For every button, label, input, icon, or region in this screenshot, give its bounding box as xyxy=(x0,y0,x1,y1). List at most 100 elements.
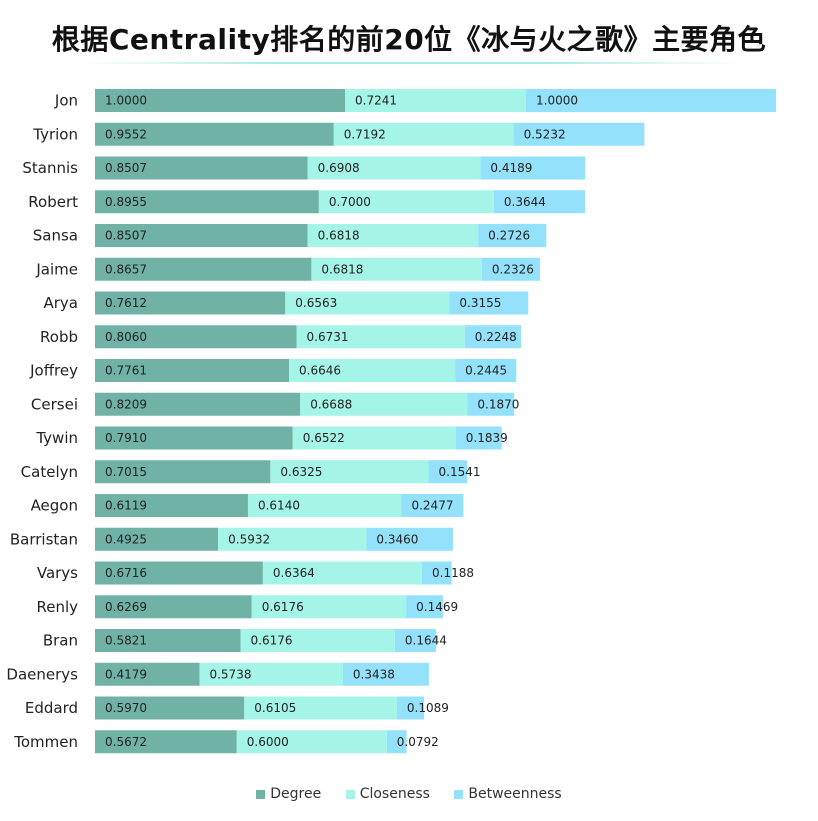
bar-degree-sansa[interactable] xyxy=(95,224,308,247)
bar-degree-aegon[interactable] xyxy=(95,494,248,517)
value-label-degree-jon: 1.0000 xyxy=(105,94,147,108)
bar-degree-joffrey[interactable] xyxy=(95,359,290,382)
value-label-betweenness-varys: 0.1188 xyxy=(432,566,474,580)
bar-degree-tywin[interactable] xyxy=(95,426,293,450)
value-label-betweenness-tyrion: 0.5232 xyxy=(524,127,566,141)
value-label-betweenness-arya: 0.3155 xyxy=(459,296,501,310)
bar-betweenness-daenerys[interactable] xyxy=(342,662,429,686)
value-label-closeness-jon: 0.7241 xyxy=(355,94,397,108)
bar-betweenness-tommen[interactable] xyxy=(386,730,407,754)
bar-degree-barristan[interactable] xyxy=(95,527,219,551)
bar-betweenness-renly[interactable] xyxy=(406,595,443,619)
bar-closeness-aegon[interactable] xyxy=(247,494,402,517)
bar-closeness-jaime[interactable] xyxy=(311,257,482,281)
labels-layer: Jon 1.0000 0.7241 1.0000 Tyrion 0.9552 0.7192 0… xyxy=(6,92,578,751)
value-label-closeness-tywin: 0.6522 xyxy=(303,431,345,445)
value-label-degree-sansa: 0.8507 xyxy=(105,229,147,243)
bar-closeness-cersei[interactable] xyxy=(300,392,468,416)
legend-label-closeness: Closeness xyxy=(359,786,430,802)
category-label-tywin: Tywin xyxy=(35,429,78,447)
bar-degree-jon[interactable] xyxy=(95,89,345,112)
bar-betweenness-robb[interactable] xyxy=(464,325,521,349)
legend-item-degree[interactable]: Degree xyxy=(256,786,321,802)
bar-closeness-eddard[interactable] xyxy=(244,696,397,720)
value-label-betweenness-barristan: 0.3460 xyxy=(376,532,418,546)
bar-closeness-catelyn[interactable] xyxy=(270,460,429,484)
bar-degree-arya[interactable] xyxy=(95,291,286,315)
bar-closeness-arya[interactable] xyxy=(285,291,450,315)
category-label-tommen: Tommen xyxy=(13,733,78,751)
bar-closeness-bran[interactable] xyxy=(240,629,395,652)
bar-degree-cersei[interactable] xyxy=(95,392,301,416)
bar-betweenness-catelyn[interactable] xyxy=(428,460,468,484)
bar-betweenness-tyrion[interactable] xyxy=(513,122,645,146)
bar-betweenness-joffrey[interactable] xyxy=(455,359,517,382)
bar-degree-renly[interactable] xyxy=(95,595,252,619)
bar-betweenness-arya[interactable] xyxy=(449,291,529,315)
value-label-closeness-arya: 0.6563 xyxy=(295,296,337,310)
value-label-closeness-varys: 0.6364 xyxy=(273,566,315,580)
category-label-bran: Bran xyxy=(43,632,78,650)
value-label-closeness-robert: 0.7000 xyxy=(329,195,371,209)
category-label-joffrey: Joffrey xyxy=(29,362,78,380)
bar-closeness-stannis[interactable] xyxy=(307,156,481,180)
bar-degree-daenerys[interactable] xyxy=(95,662,200,686)
bar-betweenness-barristan[interactable] xyxy=(366,527,453,551)
bar-betweenness-sansa[interactable] xyxy=(478,224,547,247)
value-label-betweenness-cersei: 0.1870 xyxy=(477,397,519,411)
bar-degree-jaime[interactable] xyxy=(95,257,312,281)
value-label-betweenness-tommen: 0.0792 xyxy=(397,735,439,749)
bar-betweenness-varys[interactable] xyxy=(422,561,452,585)
value-label-degree-robert: 0.8955 xyxy=(105,195,147,209)
category-label-robb: Robb xyxy=(40,328,78,346)
bar-degree-tyrion[interactable] xyxy=(95,122,334,146)
bar-betweenness-jaime[interactable] xyxy=(481,257,541,281)
title-divider xyxy=(80,62,740,64)
value-label-betweenness-bran: 0.1644 xyxy=(405,634,447,648)
legend-label-degree: Degree xyxy=(270,786,322,802)
legend-item-closeness[interactable]: Closeness xyxy=(345,786,430,802)
bar-closeness-tyrion[interactable] xyxy=(333,122,514,146)
bar-betweenness-aegon[interactable] xyxy=(401,494,464,517)
bar-closeness-joffrey[interactable] xyxy=(289,359,456,382)
bar-degree-tommen[interactable] xyxy=(95,730,237,754)
bar-closeness-daenerys[interactable] xyxy=(199,662,343,686)
bar-betweenness-robert[interactable] xyxy=(493,190,585,214)
bar-closeness-barristan[interactable] xyxy=(218,527,367,551)
bar-betweenness-cersei[interactable] xyxy=(467,392,515,416)
bar-degree-eddard[interactable] xyxy=(95,696,245,720)
bar-degree-catelyn[interactable] xyxy=(95,460,271,484)
bar-betweenness-bran[interactable] xyxy=(394,629,437,652)
value-label-degree-robb: 0.8060 xyxy=(105,330,147,344)
bar-degree-varys[interactable] xyxy=(95,561,263,585)
bar-closeness-renly[interactable] xyxy=(251,595,407,619)
legend-swatch-degree xyxy=(256,789,266,799)
bar-degree-stannis[interactable] xyxy=(95,156,308,180)
bar-closeness-jon[interactable] xyxy=(345,89,527,112)
value-label-betweenness-joffrey: 0.2445 xyxy=(465,364,507,378)
value-label-betweenness-sansa: 0.2726 xyxy=(488,229,530,243)
bar-degree-bran[interactable] xyxy=(95,629,241,652)
value-label-degree-tyrion: 0.9552 xyxy=(105,127,147,141)
value-label-degree-tywin: 0.7910 xyxy=(105,431,147,445)
category-label-tyrion: Tyrion xyxy=(32,125,78,143)
bar-closeness-varys[interactable] xyxy=(262,561,422,585)
value-label-closeness-cersei: 0.6688 xyxy=(310,397,352,411)
value-label-closeness-renly: 0.6176 xyxy=(262,600,304,614)
bar-degree-robert[interactable] xyxy=(95,190,319,214)
bar-closeness-robert[interactable] xyxy=(318,190,494,214)
bar-closeness-sansa[interactable] xyxy=(307,224,479,247)
bar-closeness-tywin[interactable] xyxy=(292,426,456,450)
category-label-jaime: Jaime xyxy=(35,260,78,278)
legend-item-betweenness[interactable]: Betweenness xyxy=(454,786,562,802)
bar-betweenness-jon[interactable] xyxy=(526,89,777,112)
category-label-varys: Varys xyxy=(37,564,78,582)
bar-betweenness-tywin[interactable] xyxy=(455,426,502,450)
value-label-betweenness-jaime: 0.2326 xyxy=(492,262,534,276)
bar-closeness-tommen[interactable] xyxy=(236,730,387,754)
value-label-closeness-joffrey: 0.6646 xyxy=(299,364,341,378)
bar-betweenness-stannis[interactable] xyxy=(480,156,586,180)
bar-degree-robb[interactable] xyxy=(95,325,297,349)
bar-closeness-robb[interactable] xyxy=(296,325,465,349)
bar-betweenness-eddard[interactable] xyxy=(396,696,425,720)
